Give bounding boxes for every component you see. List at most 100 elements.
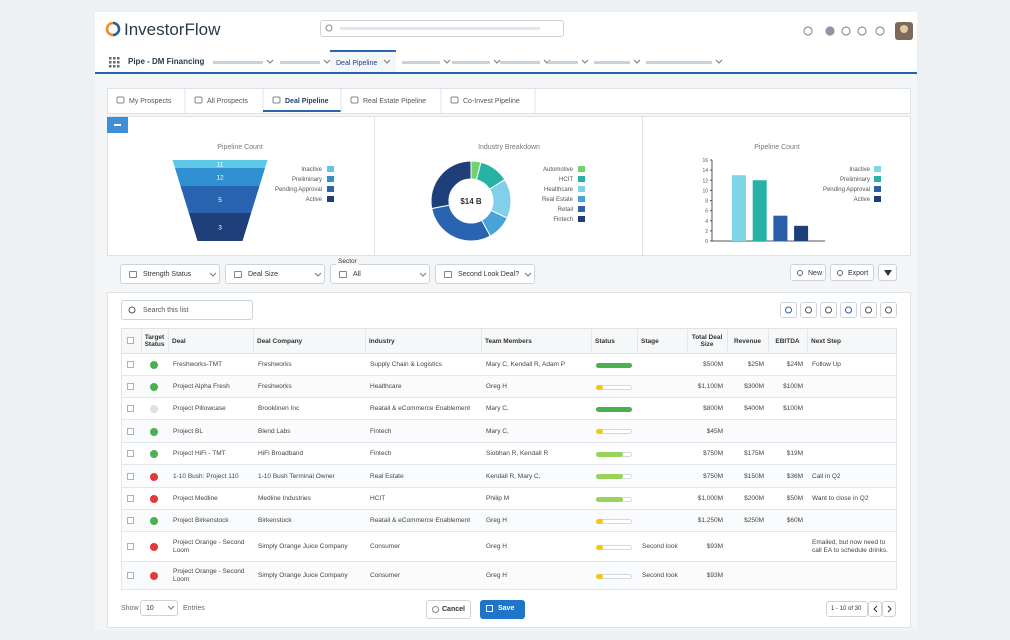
list-search[interactable]: Search this list: [121, 300, 253, 320]
cell-industry: Fintech: [370, 427, 392, 435]
cell-deal: Project Orange - Second Loom: [173, 539, 245, 554]
column-header[interactable]: Target Status: [144, 334, 165, 348]
tab-label: My Prospects: [129, 98, 172, 105]
column-header[interactable]: Next Step: [811, 337, 841, 345]
header-icon: [803, 26, 813, 36]
target-status-dot: [150, 383, 158, 391]
target-status-dot: [150, 427, 158, 436]
cell-company: Blend Labs: [258, 427, 291, 435]
toolbar-button[interactable]: [800, 302, 817, 318]
toolbar-button[interactable]: [880, 302, 897, 318]
row-checkbox[interactable]: [127, 427, 134, 435]
cell-deal: Project Medline: [173, 495, 218, 502]
cell-size: $750M: [703, 472, 723, 480]
deal-size-filter[interactable]: Deal Size: [225, 264, 325, 284]
cell-industry: Healthcare: [370, 383, 402, 390]
cell-company: Freshworks: [258, 361, 292, 368]
tab-active-underline: [263, 110, 341, 112]
cell-deal: 1-10 Bush: Project 110: [173, 472, 239, 480]
collapse-button[interactable]: [107, 117, 128, 133]
column-header[interactable]: Deal: [172, 337, 186, 345]
nav-title: Pipe - DM Financing: [128, 57, 205, 66]
cell-company: Birkenstock: [258, 517, 292, 524]
export-button[interactable]: Export: [830, 264, 874, 281]
chevron: [443, 59, 451, 64]
cell-deal: Project Pillowcase: [173, 405, 226, 412]
status-bar-fill: [596, 496, 623, 502]
header-checkbox[interactable]: [127, 337, 134, 344]
row-checkbox[interactable]: [127, 361, 134, 368]
toolbar-button[interactable]: [820, 302, 837, 318]
cell-revenue: $150M: [744, 472, 764, 480]
chevron: [581, 59, 589, 64]
legend-label: Automotive: [543, 167, 574, 173]
chevron: [419, 272, 427, 277]
column-header[interactable]: Revenue: [733, 337, 762, 345]
cell-company: 1-10 Bush Terminal Owner: [258, 472, 335, 480]
target-status-dot: [150, 543, 158, 551]
user-avatar-face: [900, 25, 908, 33]
column-header[interactable]: Deal Company: [257, 337, 303, 345]
cell-deal: Project Birkenstock: [173, 517, 229, 524]
chart-title: Industry Breakdown: [478, 144, 540, 151]
row-checkbox[interactable]: [127, 472, 134, 480]
legend-swatch: [327, 166, 334, 172]
toolbar-icon: [885, 306, 892, 314]
strength-status-filter[interactable]: Strength Status: [120, 264, 220, 284]
row-checkbox[interactable]: [127, 543, 134, 550]
row-checkbox[interactable]: [127, 405, 134, 412]
cell-company: HiFi Broadband: [258, 450, 304, 457]
row-checkbox[interactable]: [127, 450, 134, 457]
y-tick-label: 14: [702, 168, 708, 174]
cell-industry: Consumer: [370, 572, 400, 579]
legend-swatch: [874, 196, 881, 202]
cell-revenue: $400M: [744, 405, 764, 412]
nav-active-label: Deal Pipeline: [336, 60, 377, 67]
sector-filter[interactable]: All: [330, 264, 430, 284]
save-button[interactable]: Save: [480, 600, 525, 619]
column-header[interactable]: Total Deal Size: [691, 334, 723, 348]
legend-swatch: [578, 206, 585, 212]
cell-deal: Project Orange - Second Loom: [173, 568, 245, 583]
divider: [642, 116, 643, 256]
legend-label: Preliminary: [840, 177, 870, 183]
filter-label: Strength Status: [143, 271, 192, 278]
pager-prev[interactable]: [868, 601, 882, 617]
row-checkbox[interactable]: [127, 495, 134, 502]
cell-revenue: $25M: [747, 361, 764, 368]
cell-ebitda: $24M: [786, 361, 803, 368]
legend-label: Fintech: [553, 217, 573, 223]
page-size-select[interactable]: 10: [140, 600, 178, 616]
column-header[interactable]: Stage: [641, 337, 659, 345]
status-bar-fill: [596, 429, 604, 434]
toolbar-button[interactable]: [860, 302, 877, 318]
legend-label: Inactive: [301, 167, 322, 173]
app-grid-icon: [109, 65, 112, 68]
cell-size: $1,000M: [697, 495, 723, 502]
column-header[interactable]: Status: [595, 337, 615, 345]
legend-swatch: [874, 176, 881, 182]
second-look-filter[interactable]: Second Look Deal?: [435, 264, 535, 284]
funnel-value: 3: [218, 225, 222, 232]
chevron: [314, 272, 322, 277]
status-bar-fill: [596, 384, 604, 390]
column-header[interactable]: Industry: [369, 337, 395, 345]
toolbar-button[interactable]: [840, 302, 857, 318]
new-button[interactable]: New: [790, 264, 826, 281]
cell-size: $1,250M: [697, 517, 723, 524]
cancel-button[interactable]: Cancel: [426, 600, 471, 619]
row-checkbox[interactable]: [127, 383, 134, 390]
cell-revenue: $175M: [744, 450, 764, 457]
row-checkbox[interactable]: [127, 517, 134, 524]
pager-next[interactable]: [882, 601, 896, 617]
row-checkbox[interactable]: [127, 572, 134, 579]
table-header-row: [121, 328, 897, 354]
column-header[interactable]: EBITDA: [775, 337, 800, 345]
button-label: New: [808, 270, 823, 277]
toolbar-button[interactable]: [780, 302, 797, 318]
toolbar-icon: [785, 306, 792, 314]
cell-size: $93M: [706, 543, 723, 550]
status-bar-fill: [596, 362, 632, 368]
column-header[interactable]: Team Members: [485, 337, 532, 345]
nav-menu-placeholder: [594, 61, 630, 64]
